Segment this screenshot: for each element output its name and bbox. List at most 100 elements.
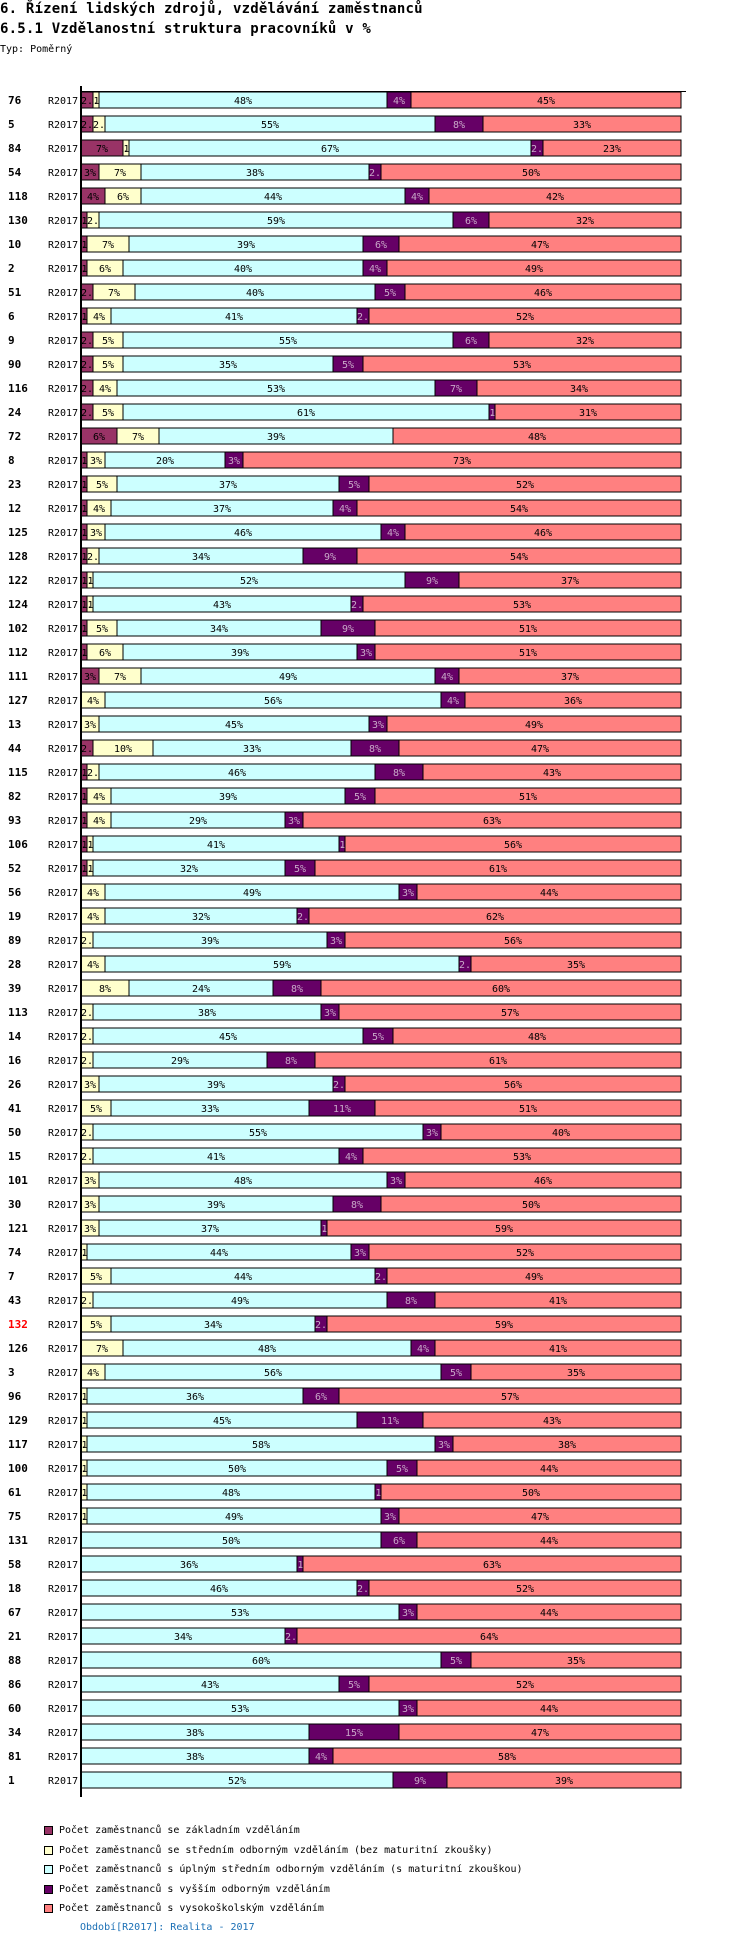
bar-segment-university <box>416 1603 682 1621</box>
bar-segment-university <box>470 1363 682 1381</box>
bar-segment-label: 4% <box>87 912 99 923</box>
bar-segment-label: 1. <box>80 864 87 875</box>
bar-segment-label: 41% <box>207 1152 225 1163</box>
bar-segment-label: 39% <box>207 1080 225 1091</box>
row-period: R2017 <box>48 1704 78 1715</box>
bar-segment-label: 1. <box>80 528 87 539</box>
bar-segment-university <box>470 955 682 973</box>
row-label: 117 <box>8 1438 28 1451</box>
row-period: R2017 <box>48 648 78 659</box>
bar-segment-label: 3% <box>360 648 372 659</box>
row-period: R2017 <box>48 1680 78 1691</box>
bar-segment-label: 7% <box>114 672 126 683</box>
bar-row: 19 R2017 4% 32% 2. 62% <box>8 907 682 925</box>
bar-segment-label: 39% <box>555 1776 573 1787</box>
bar-segment-university <box>368 1579 682 1597</box>
bar-segment-label: 4% <box>87 192 99 203</box>
bar-segment-label: 33% <box>573 120 591 131</box>
bar-segment-label: 41% <box>549 1344 567 1355</box>
row-label: 93 <box>8 814 21 827</box>
row-period: R2017 <box>48 480 78 491</box>
row-label: 52 <box>8 862 21 875</box>
bar-segment-university <box>362 1147 682 1165</box>
bar-segment-label: 1. <box>80 792 87 803</box>
bar-segment-label: 4% <box>447 696 459 707</box>
bar-row: 52 R2017 1. 1. 32% 5% 61% <box>8 859 682 877</box>
bar-segment-label: 2. <box>459 960 471 971</box>
bar-segment-label: 46% <box>534 288 552 299</box>
bar-segment-label: 2. <box>81 744 93 755</box>
bar-segment-label: 5% <box>354 792 366 803</box>
row-period: R2017 <box>48 744 78 755</box>
row-period: R2017 <box>48 1344 78 1355</box>
bar-segment-label: 1. <box>80 1464 87 1475</box>
bar-segment-university <box>476 379 682 397</box>
bar-segment-label: 6% <box>393 1536 405 1547</box>
bar-segment-label: 56% <box>264 696 282 707</box>
bar-segment-university <box>296 1627 682 1645</box>
bar-segment-label: 7% <box>450 384 462 395</box>
bar-segment-university <box>392 427 682 445</box>
bar-segment-university <box>380 163 682 181</box>
row-label: 34 <box>8 1726 22 1739</box>
bar-segment-label: 8% <box>291 984 303 995</box>
bar-segment-label: 44% <box>234 1272 252 1283</box>
bar-row: 100 R2017 1. 50% 5% 44% <box>8 1459 682 1477</box>
bar-segment-university <box>368 1243 682 1261</box>
bar-segment-label: 39% <box>201 936 219 947</box>
bar-segment-label: 53% <box>513 1152 531 1163</box>
bar-segment-label: 32% <box>192 912 210 923</box>
row-period: R2017 <box>48 1776 78 1787</box>
bar-row: 16 R2017 2. 29% 8% 61% <box>8 1051 682 1069</box>
bar-segment-label: 2. <box>81 1152 93 1163</box>
bar-segment-label: 49% <box>525 264 543 275</box>
bar-row: 54 R2017 3% 7% 38% 2. 50% <box>8 163 682 181</box>
bar-segment-label: 1. <box>86 600 93 611</box>
bar-segment-label: 6% <box>117 192 129 203</box>
legend-item: Počet zaměstnanců se základním vzděláním <box>44 1821 523 1841</box>
row-period: R2017 <box>48 312 78 323</box>
row-label: 44 <box>8 742 22 755</box>
row-period: R2017 <box>48 984 78 995</box>
bar-segment-label: 47% <box>531 240 549 251</box>
bar-segment-label: 50% <box>522 1200 540 1211</box>
bar-segment-label: 4% <box>93 816 105 827</box>
bar-segment-label: 1. <box>80 816 87 827</box>
bar-segment-label: 2. <box>81 1128 93 1139</box>
bar-segment-label: 51% <box>519 648 537 659</box>
row-period: R2017 <box>48 1560 78 1571</box>
bar-segment-label: 46% <box>534 528 552 539</box>
bar-row: 112 R2017 1. 6% 39% 3% 51% <box>8 643 682 661</box>
bar-segment-label: 51% <box>519 1104 537 1115</box>
bar-segment-label: 3% <box>84 672 96 683</box>
row-period: R2017 <box>48 264 78 275</box>
bar-segment-university <box>416 1699 682 1717</box>
row-label: 74 <box>8 1246 22 1259</box>
row-label: 67 <box>8 1606 21 1619</box>
row-label: 56 <box>8 886 22 899</box>
bar-segment-label: 60% <box>492 984 510 995</box>
bar-segment-university <box>494 403 682 421</box>
bar-segment-label: 3% <box>84 1200 96 1211</box>
row-period: R2017 <box>48 360 78 371</box>
bar-segment-label: 4% <box>93 792 105 803</box>
bar-segment-label: 57% <box>501 1008 519 1019</box>
row-label: 7 <box>8 1270 15 1283</box>
bar-row: 125 R2017 1. 3% 46% 4% 46% <box>8 523 682 541</box>
bar-segment-label: 4% <box>93 504 105 515</box>
bar-segment-label: 38% <box>246 168 264 179</box>
bar-segment-label: 34% <box>204 1320 222 1331</box>
chart-legend: Počet zaměstnanců se základním vzděláním… <box>44 1821 523 1919</box>
bar-segment-label: 9% <box>414 1776 426 1787</box>
bar-segment-label: 2. <box>81 1296 93 1307</box>
row-period: R2017 <box>48 672 78 683</box>
legend-swatch <box>44 1884 53 1894</box>
bar-segment-label: 58% <box>498 1752 516 1763</box>
bar-row: 82 R2017 1. 4% 39% 5% 51% <box>8 787 682 805</box>
bar-segment-label: 44% <box>264 192 282 203</box>
bar-segment-label: 35% <box>567 1656 585 1667</box>
row-label: 39 <box>8 982 21 995</box>
row-label: 81 <box>8 1750 22 1763</box>
bar-segment-label: 4% <box>369 264 381 275</box>
row-period: R2017 <box>48 1224 78 1235</box>
